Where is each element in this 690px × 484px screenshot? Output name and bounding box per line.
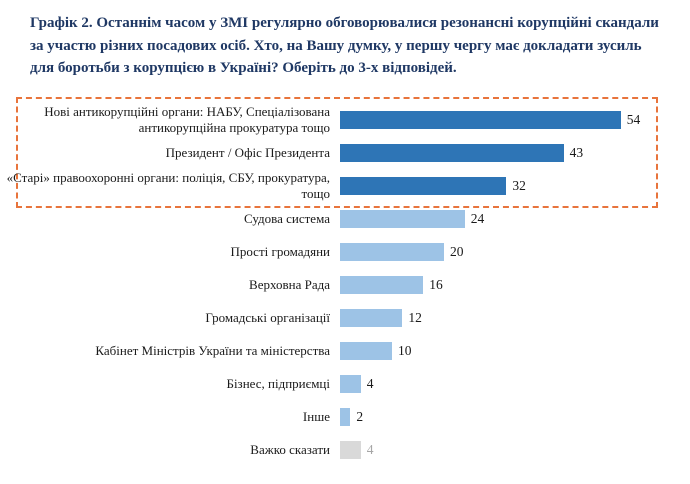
bar-value: 12 (408, 310, 422, 325)
bar-row: Президент / Офіс Президента 43 (0, 137, 690, 170)
bar (340, 111, 621, 129)
bar-row: Громадські організації 12 (0, 302, 690, 335)
bar-value: 4 (366, 442, 374, 457)
bar-track: 4 (340, 375, 690, 393)
bar-track: 2 (340, 408, 690, 426)
bar-track: 43 (340, 144, 690, 162)
bar (340, 441, 361, 459)
bar-rows: Нові антикорупційні органи: НАБУ, Спеціа… (0, 104, 690, 467)
bar-label: Нові антикорупційні органи: НАБУ, Спеціа… (44, 103, 330, 135)
bar-track: 54 (340, 111, 690, 129)
bar-track: 4 (340, 441, 690, 459)
bar-track: 10 (340, 342, 690, 360)
bar-row: Судова система 24 (0, 203, 690, 236)
bar (340, 210, 465, 228)
bar-row: Важко сказати 4 (0, 434, 690, 467)
bar-row: Інше 2 (0, 401, 690, 434)
bar-track: 16 (340, 276, 690, 294)
bar-value: 54 (626, 112, 641, 127)
bar-track: 20 (340, 243, 690, 261)
bar (340, 408, 351, 426)
bar-row: Бізнес, підприємці 4 (0, 368, 690, 401)
bar-label: Важко сказати (250, 441, 330, 457)
bar-label: Прості громадяни (230, 243, 330, 259)
bar (340, 309, 403, 327)
bar-label: Кабінет Міністрів України та міністерств… (95, 342, 330, 358)
bar-label: Судова система (244, 210, 330, 226)
bar (340, 342, 392, 360)
bar-track: 24 (340, 210, 690, 228)
bar (340, 375, 361, 393)
bar-value: 16 (429, 277, 443, 292)
bar-label: Громадські організації (205, 309, 330, 325)
bar (340, 243, 444, 261)
bar-label: «Старі» правоохоронні органи: поліція, С… (6, 169, 330, 201)
bar-value: 43 (569, 145, 584, 160)
bar-value: 24 (470, 211, 485, 226)
bar-value: 10 (398, 343, 412, 358)
bar-value: 32 (512, 178, 526, 193)
bar-track: 12 (340, 309, 690, 327)
bar-track: 32 (340, 177, 690, 195)
bar-chart: Нові антикорупційні органи: НАБУ, Спеціа… (0, 96, 690, 467)
bar-label: Президент / Офіс Президента (165, 144, 330, 160)
bar-label: Бізнес, підприємці (226, 375, 330, 391)
bar-label: Інше (302, 408, 330, 424)
bar-value: 4 (366, 376, 374, 391)
bar-value: 20 (450, 244, 464, 259)
bar-row: Кабінет Міністрів України та міністерств… (0, 335, 690, 368)
bar-label: Верховна Рада (249, 276, 330, 292)
bar-row: Верховна Рада 16 (0, 269, 690, 302)
bar-row: Нові антикорупційні органи: НАБУ, Спеціа… (0, 104, 690, 137)
bar (340, 144, 564, 162)
bar (340, 177, 507, 195)
bar-row: Прості громадяни 20 (0, 236, 690, 269)
bar (340, 276, 424, 294)
bar-value: 2 (356, 409, 364, 424)
bar-row: «Старі» правоохоронні органи: поліція, С… (0, 170, 690, 203)
chart-title: Графік 2. Останнім часом у ЗМІ регулярно… (30, 15, 659, 76)
